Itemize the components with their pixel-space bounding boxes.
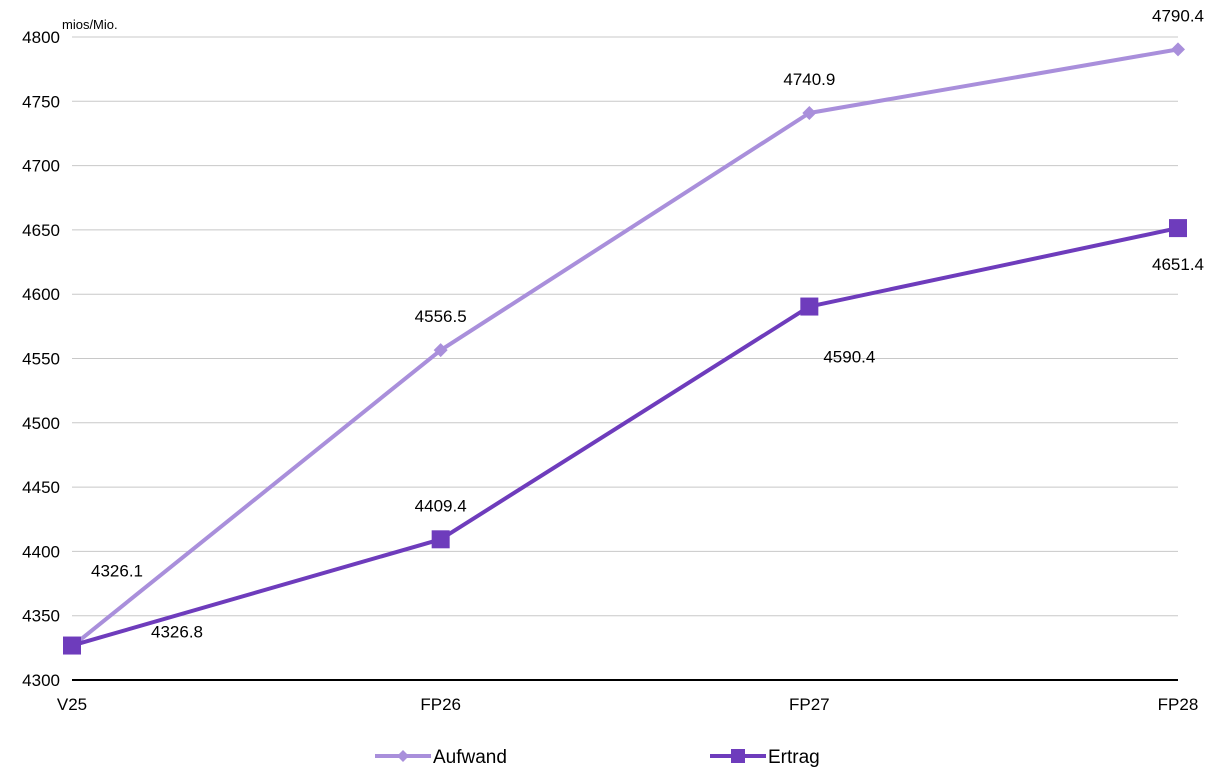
data-labels: 4326.1 4556.5 4740.9 4790.4 4326.8 4409.4 4590… <box>91 6 1204 641</box>
gridlines <box>72 36 1178 617</box>
y-tick-label: 4450 <box>22 478 60 497</box>
point-ertrag <box>63 636 81 655</box>
y-tick-label: 4800 <box>22 28 60 47</box>
point-ertrag <box>431 530 450 549</box>
data-label-ertrag: 4326.8 <box>151 623 203 642</box>
y-tick-label: 4550 <box>22 350 60 369</box>
point-ertrag <box>800 297 819 316</box>
x-tick-label: FP27 <box>789 695 830 714</box>
y-tick-label: 4600 <box>22 285 60 304</box>
series-line-ertrag <box>71 226 1179 648</box>
y-tick-label: 4700 <box>22 157 60 176</box>
point-aufwand <box>433 343 448 358</box>
legend-label-aufwand: Aufwand <box>433 747 507 767</box>
y-tick-label: 4500 <box>22 414 60 433</box>
series-layer <box>63 42 1187 655</box>
data-label-ertrag: 4590.4 <box>823 348 875 367</box>
y-tick-label: 4750 <box>22 92 60 111</box>
data-label-aufwand: 4790.4 <box>1152 6 1204 25</box>
x-tick-label: V25 <box>57 695 87 714</box>
x-tick-label: FP28 <box>1158 695 1199 714</box>
x-tick-label: FP26 <box>420 695 461 714</box>
series-line-aufwand <box>70 47 1179 648</box>
y-tick-label: 4650 <box>22 221 60 240</box>
data-label-aufwand: 4326.1 <box>91 561 143 580</box>
legend-label-ertrag: Ertrag <box>768 747 820 767</box>
y-tick-label: 4300 <box>22 671 60 690</box>
y-tick-label: 4400 <box>22 542 60 561</box>
data-label-ertrag: 4409.4 <box>415 496 467 515</box>
x-axis: V25 FP26 FP27 FP28 <box>57 679 1199 714</box>
y-tick-label: 4350 <box>22 607 60 626</box>
point-ertrag <box>1169 219 1187 238</box>
legend-marker-ertrag <box>731 749 745 763</box>
point-aufwand <box>802 106 817 121</box>
legend-marker-aufwand <box>397 750 409 762</box>
point-aufwand <box>1171 42 1185 57</box>
legend: Aufwand Ertrag <box>375 747 820 767</box>
data-label-aufwand: 4740.9 <box>783 70 835 89</box>
unit-label: mios/Mio. <box>62 17 118 32</box>
data-label-aufwand: 4556.5 <box>415 307 467 326</box>
data-label-ertrag: 4651.4 <box>1152 255 1204 274</box>
y-axis: 4300 4350 4400 4450 4500 4550 4600 4650 4700 4750… <box>22 28 60 690</box>
